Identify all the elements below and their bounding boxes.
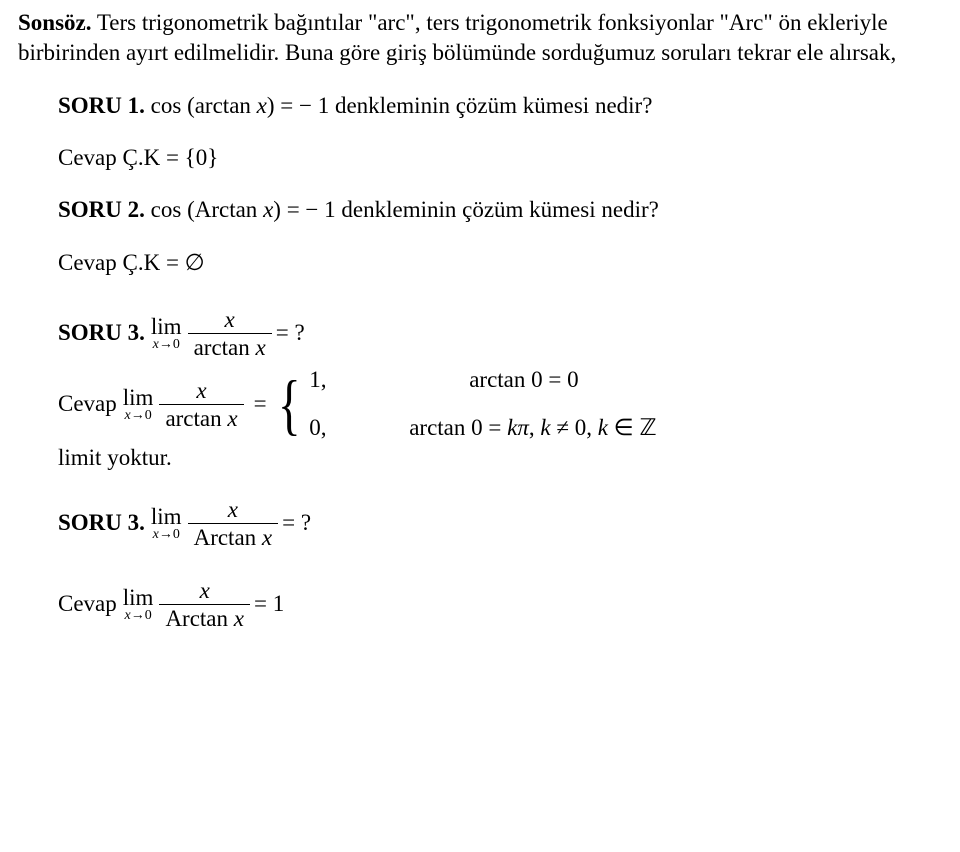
case-row-2: 0, arctan 0 = kπ, k ≠ 0, k ∈ ℤ [309,413,656,443]
cevap-3b: Cevap lim x→0 x Arctan x = 1 [18,579,942,630]
lim-subscript: x→0 [124,609,151,623]
lim-subscript: x→0 [124,409,151,423]
page: Sonsöz. Ters trigonometrik bağıntılar "a… [0,0,960,630]
soru-3b: SORU 3. lim x→0 x Arctan x = ? [18,498,942,549]
lim-text: lim [123,386,154,409]
fraction-bar [188,333,272,334]
fraction-bar [159,404,243,405]
soru-3a: SORU 3. lim x→0 x arctan x = ? [18,308,942,359]
fraction: x Arctan x [159,579,250,630]
fraction-numerator: x [194,579,216,602]
soru-1-label: SORU 1. [58,93,145,118]
cevap-3a-prefix: Cevap [58,389,117,419]
cases-block: { 1, arctan 0 = 0 0, arctan 0 = kπ, k ≠ … [273,365,657,443]
fraction-denominator: arctan x [188,336,272,359]
lim-subscript: x→0 [153,528,180,542]
soru-2-var: x [263,197,273,222]
left-brace-icon: { [277,370,300,438]
fraction-numerator: x [219,308,241,331]
soru-3b-label: SORU 3. [58,508,145,538]
fraction: x arctan x [159,379,243,430]
case-2-condition: arctan 0 = kπ, k ≠ 0, k ∈ ℤ [349,413,656,443]
cevap-3b-tail: = 1 [254,589,284,619]
fraction-bar [159,604,250,605]
lim-operator: lim x→0 [151,315,182,352]
soru-3a-tail: = ? [276,318,305,348]
fraction-numerator: x [190,379,212,402]
cevap-3a-after: limit yoktur. [18,443,942,473]
lim-subscript: x→0 [153,338,180,352]
intro-text: Ters trigonometrik bağıntılar "arc", ter… [18,10,896,65]
fraction-bar [188,523,279,524]
soru-2-text-a: cos (Arctan [145,197,263,222]
fraction-numerator: x [222,498,244,521]
soru-2-label: SORU 2. [58,197,145,222]
soru-1-text-b: ) = − 1 denkleminin çözüm kümesi nedir? [267,93,653,118]
lim-text: lim [151,315,182,338]
soru-1-var: x [257,93,267,118]
fraction: x arctan x [188,308,272,359]
case-2-value: 0, [309,413,349,443]
lim-text: lim [151,505,182,528]
cevap-1: Cevap Ç.K = {0} [18,143,942,173]
lim-operator: lim x→0 [123,386,154,423]
fraction: x Arctan x [188,498,279,549]
cevap-2: Cevap Ç.K = ∅ [18,248,942,278]
case-rows: 1, arctan 0 = 0 0, arctan 0 = kπ, k ≠ 0,… [309,365,656,443]
soru-2-text-b: ) = − 1 denkleminin çözüm kümesi nedir? [273,197,659,222]
case-row-1: 1, arctan 0 = 0 [309,365,656,395]
case-1-condition: arctan 0 = 0 [349,365,578,395]
intro-paragraph: Sonsöz. Ters trigonometrik bağıntılar "a… [18,8,942,69]
intro-heading: Sonsöz. [18,10,92,35]
case-1-value: 1, [309,365,349,395]
soru-3b-tail: = ? [282,508,311,538]
lim-operator: lim x→0 [151,505,182,542]
lim-text: lim [123,586,154,609]
soru-1-text-a: cos (arctan [145,93,257,118]
cevap-3b-prefix: Cevap [58,589,117,619]
fraction-denominator: Arctan x [159,607,250,630]
lim-operator: lim x→0 [123,586,154,623]
fraction-denominator: arctan x [159,407,243,430]
cevap-3a: Cevap lim x→0 x arctan x = { 1, arctan 0… [18,365,942,443]
soru-3a-label: SORU 3. [58,318,145,348]
fraction-denominator: Arctan x [188,526,279,549]
equals-sign: = [254,389,267,419]
soru-1: SORU 1. cos (arctan x) = − 1 denkleminin… [18,91,942,121]
soru-2: SORU 2. cos (Arctan x) = − 1 denkleminin… [18,195,942,225]
